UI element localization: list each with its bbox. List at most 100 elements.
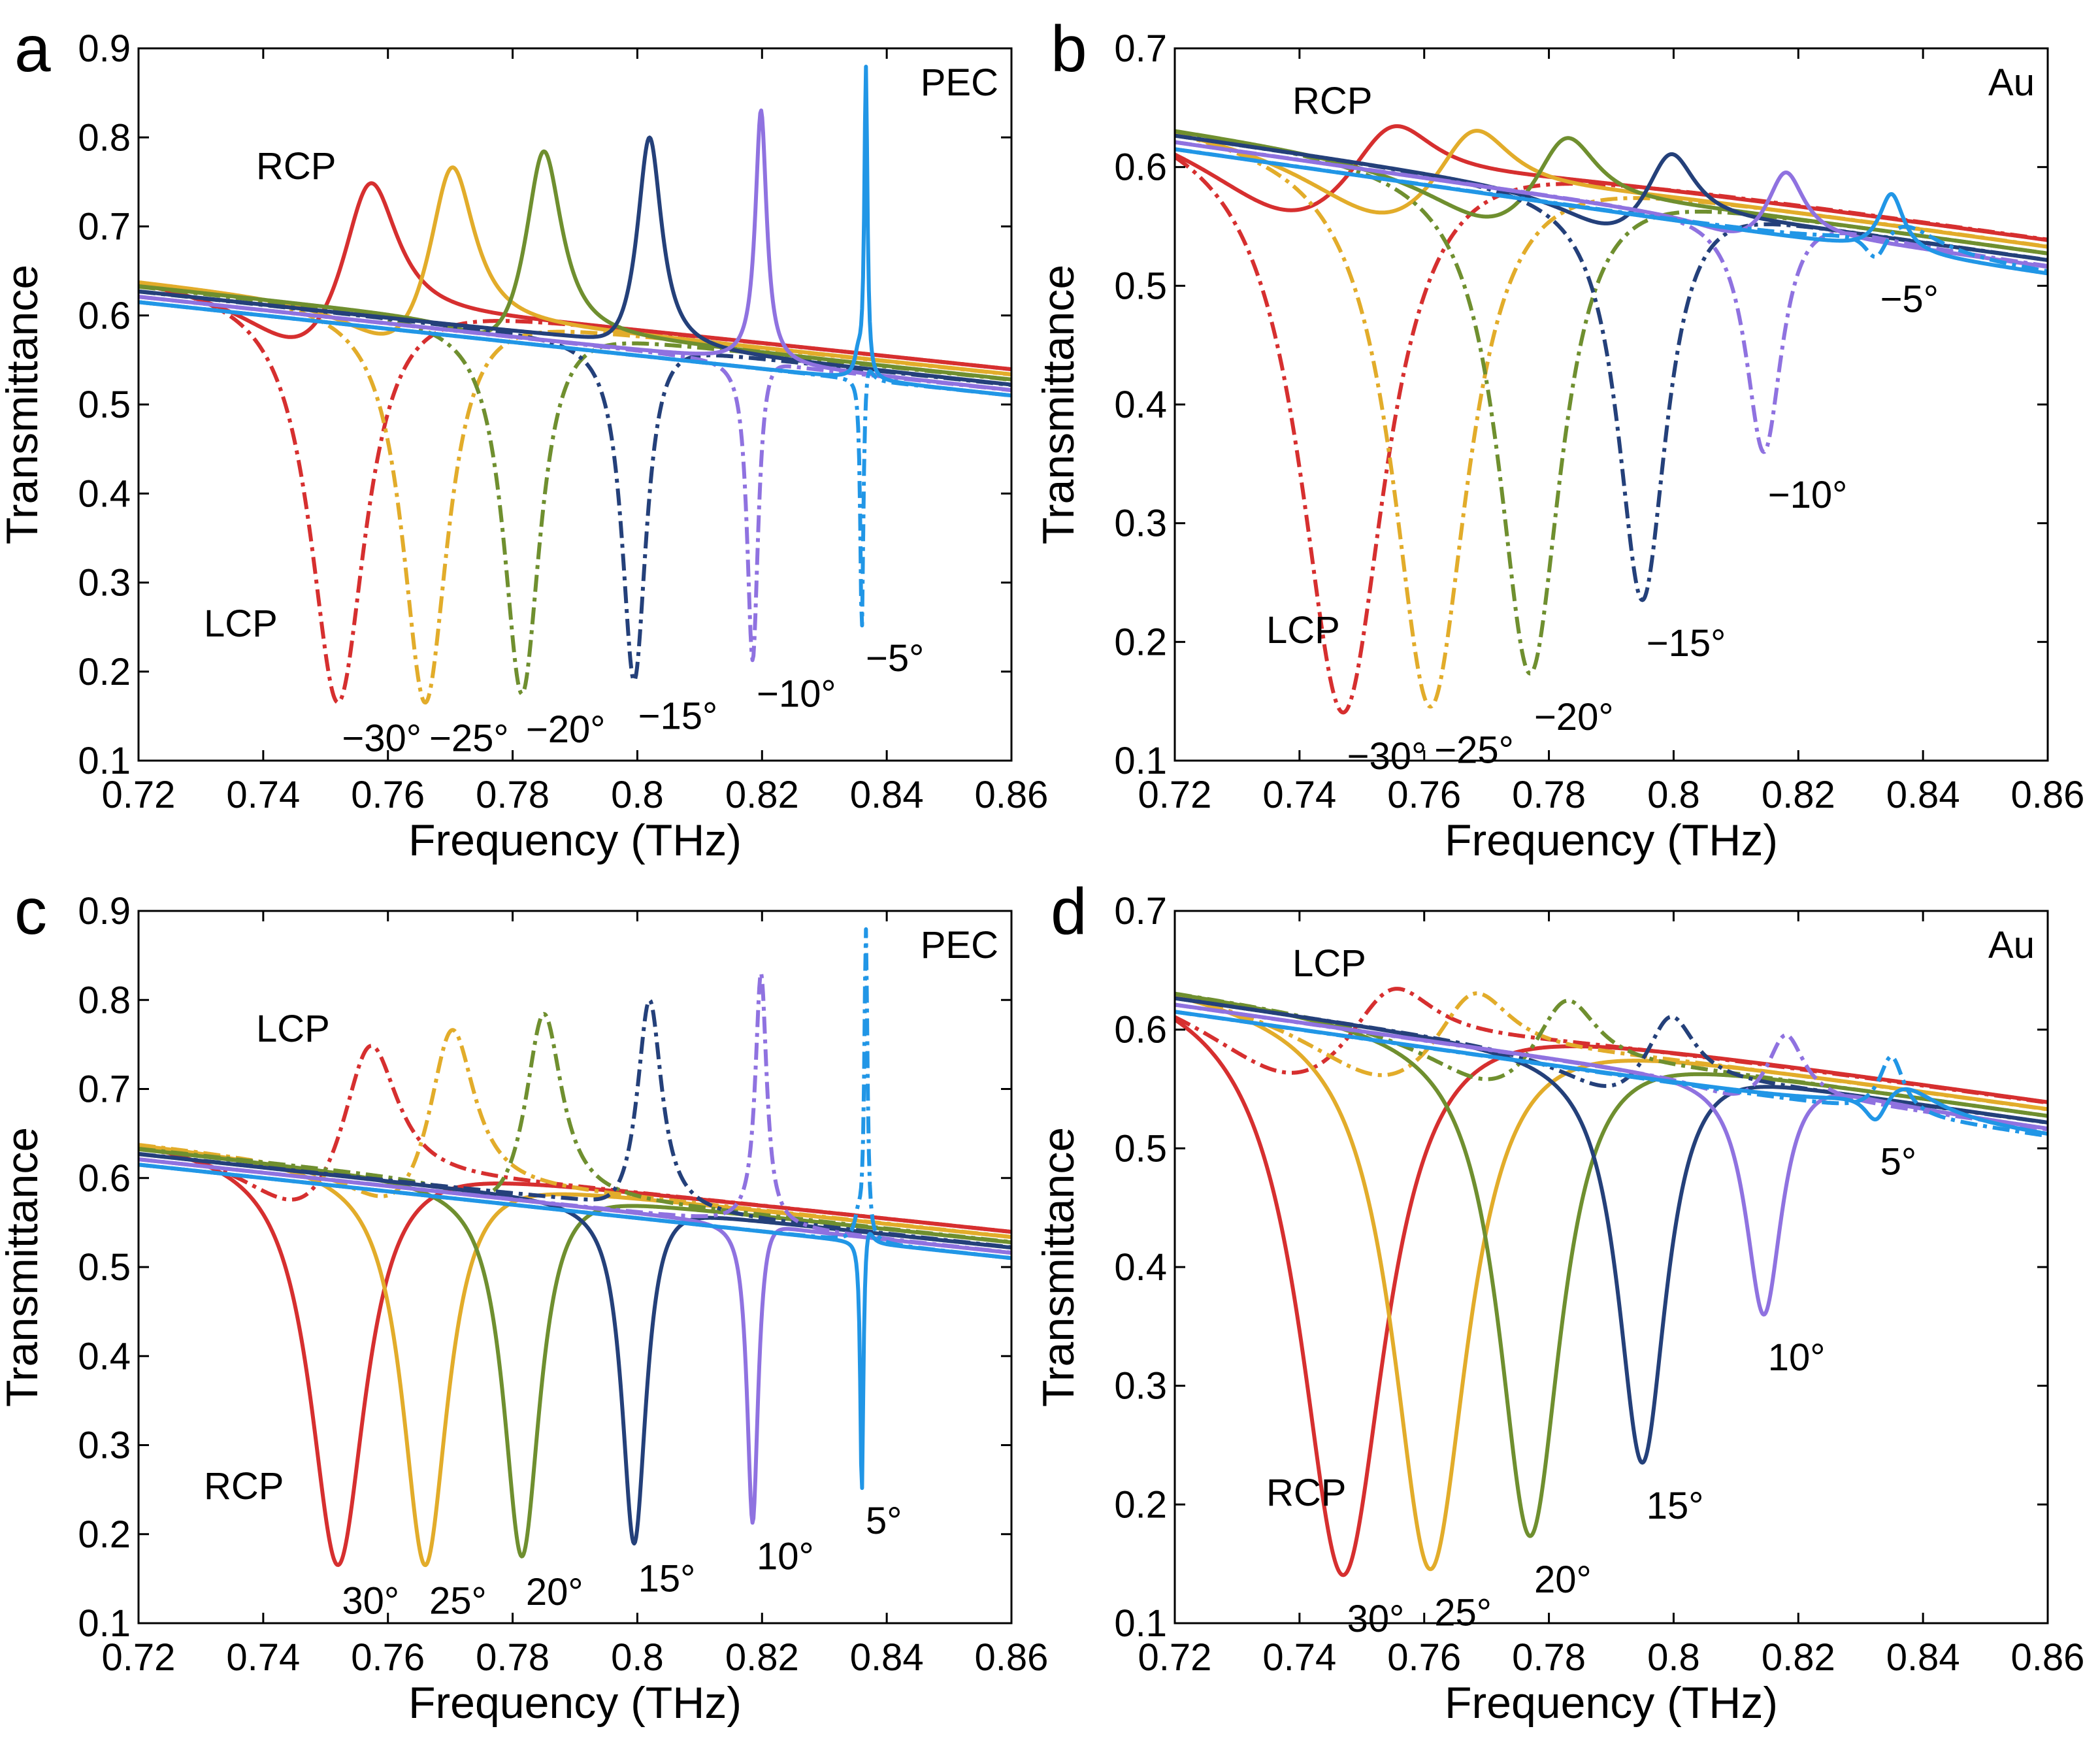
material-label: PEC [921,61,998,104]
y-tick-label: 0.2 [1114,1483,1167,1526]
y-tick-label: 0.7 [1114,890,1167,932]
y-tick-label: 0.5 [1114,1127,1167,1170]
y-tick-label: 0.5 [78,1246,131,1289]
x-tick-label: 0.74 [226,1636,300,1679]
x-tick-label: 0.84 [1886,1636,1960,1679]
x-axis-title: Frequency (THz) [408,1678,742,1728]
y-tick-label: 0.9 [78,890,131,932]
panel-letter: d [1051,875,1087,948]
x-tick-label: 0.72 [102,774,176,816]
y-tick-label: 0.3 [78,1425,131,1467]
y-tick-label: 0.8 [78,116,131,159]
angle-label: −25° [429,717,509,760]
x-tick-label: 0.74 [1262,1636,1336,1679]
x-tick-label: 0.76 [1387,1636,1461,1679]
series-c-5-lcp [139,927,1011,1261]
x-tick-label: 0.86 [975,1636,1049,1679]
y-axis-title: Transmittance [0,1127,47,1407]
y-tick-label: 0.5 [78,384,131,426]
series-b-5-lcp [1175,147,2048,274]
y-tick-label: 0.6 [1114,1009,1167,1051]
y-tick-label: 0.6 [78,295,131,337]
series-b-2-rcp [1175,129,2048,256]
angle-label: −20° [1534,696,1614,738]
y-tick-label: 0.7 [78,206,131,248]
x-tick-label: 0.78 [476,1636,550,1679]
y-tick-label: 0.4 [78,1335,131,1377]
x-tick-label: 0.84 [850,774,924,816]
series-b-0-lcp [1175,155,2048,715]
curves-c [139,927,1011,1568]
x-tick-label: 0.76 [351,774,425,816]
angle-label: 25° [429,1580,487,1623]
dip-polarization-label: RCP [1266,1472,1346,1514]
x-tick-label: 0.84 [850,1636,924,1679]
angle-label: −30° [1347,735,1427,778]
x-tick-label: 0.82 [725,1636,799,1679]
x-tick-label: 0.86 [975,774,1049,816]
x-tick-label: 0.76 [351,1636,425,1679]
y-tick-label: 0.7 [1114,27,1167,70]
y-tick-label: 0.4 [1114,384,1167,426]
angle-label: 30° [342,1580,399,1623]
y-axis-title: Transmittance [1034,1127,1083,1407]
x-axis-title: Frequency (THz) [1445,816,1778,865]
y-tick-label: 0.2 [1114,621,1167,663]
x-tick-label: 0.78 [476,774,550,816]
y-tick-label: 0.1 [78,1602,131,1645]
x-tick-label: 0.72 [1138,1636,1212,1679]
x-tick-label: 0.8 [611,1636,664,1679]
y-tick-label: 0.6 [78,1157,131,1200]
angle-label: 20° [1534,1558,1592,1601]
y-tick-label: 0.1 [1114,740,1167,782]
series-a-4-lcp [139,295,1011,663]
curves-d [1175,987,2048,1577]
y-tick-label: 0.2 [78,1513,131,1556]
series-c-3-rcp [139,1152,1011,1546]
x-tick-label: 0.82 [1762,1636,1835,1679]
y-tick-label: 0.1 [78,740,131,782]
panel-a: 0.72 0.74 0.76 0.78 0.8 0.82 0.84 0.86 0.1 0.2 0.3… [0,12,1048,865]
x-tick-label: 0.74 [226,774,300,816]
x-tick-label: 0.86 [2011,1636,2085,1679]
panel-letter: c [14,875,47,948]
dip-polarization-label: LCP [1266,609,1340,651]
x-tick-label: 0.8 [1647,774,1700,816]
series-c-0-lcp [139,1044,1011,1234]
x-tick-label: 0.78 [1512,1636,1586,1679]
series-a-0-lcp [139,282,1011,704]
x-tick-label: 0.72 [102,1636,176,1679]
angle-label: −15° [1647,622,1726,665]
y-tick-label: 0.3 [78,562,131,604]
y-tick-label: 0.1 [1114,1602,1167,1645]
angle-label: 5° [866,1500,902,1542]
panel-b: 0.72 0.74 0.76 0.78 0.8 0.82 0.84 0.86 0.1 0.2 0.3… [1034,12,2084,865]
y-tick-label: 0.2 [78,651,131,693]
y-axis-title: Transmittance [1034,265,1083,544]
y-tick-label: 0.8 [78,979,131,1021]
angle-label: 30° [1347,1598,1405,1640]
peak-polarization-label: RCP [1292,80,1372,122]
x-tick-label: 0.84 [1886,774,1960,816]
series-d-5-rcp [1175,1010,2048,1136]
material-label: PEC [921,924,998,966]
y-tick-label: 0.3 [1114,1365,1167,1408]
angle-label: −5° [1880,278,1939,320]
x-tick-label: 0.82 [725,774,799,816]
series-a-5-rcp [139,65,1011,398]
x-axis-title: Frequency (THz) [1445,1678,1778,1728]
series-d-3-rcp [1175,996,2048,1465]
peak-polarization-label: RCP [256,145,336,188]
angle-label: −10° [1768,474,1848,516]
angle-label: −25° [1434,729,1514,772]
x-tick-label: 0.8 [611,774,664,816]
panel-letter: b [1051,12,1087,86]
series-c-2-rcp [139,1147,1011,1558]
material-label: Au [1988,924,2035,966]
angle-label: −20° [526,708,606,751]
series-b-2-lcp [1175,129,2048,676]
curves-a [139,65,1011,705]
y-tick-label: 0.3 [1114,503,1167,545]
dip-polarization-label: RCP [204,1465,284,1508]
